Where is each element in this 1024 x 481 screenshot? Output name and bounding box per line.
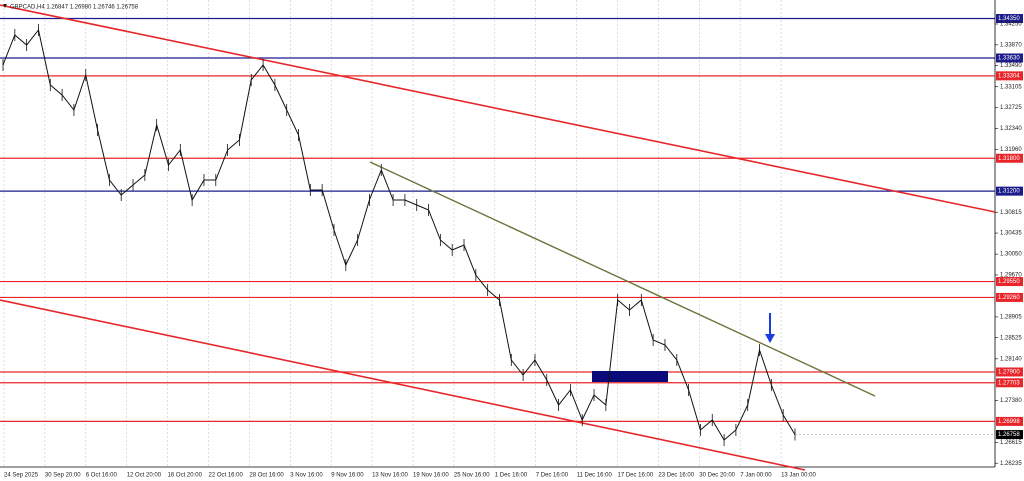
price-tick-label: 1.33870 (1000, 42, 1022, 48)
price-tick-label: 1.34250 (1000, 22, 1022, 28)
upper-channel-line (0, 4, 996, 213)
level-label: 1.31200 (998, 189, 1020, 195)
date-label: 30 Sep 20:00 (45, 473, 81, 479)
price-tick-label: 1.29670 (1000, 273, 1022, 279)
level-label: 1.34350 (998, 16, 1020, 22)
price-line (2, 28, 796, 441)
level-label-box (996, 14, 1023, 24)
level-label: 1.26758 (998, 432, 1020, 438)
date-label: 30 Dec 20:00 (699, 473, 735, 479)
level-label: 1.26998 (998, 419, 1020, 425)
price-tick-label: 1.30435 (1000, 231, 1022, 237)
level-label-box (996, 378, 1023, 388)
price-tick-label: 1.33105 (1000, 84, 1022, 90)
price-tick-label: 1.26235 (1000, 461, 1022, 467)
header-icon (3, 4, 7, 8)
price-tick-label: 1.30050 (1000, 252, 1022, 258)
date-label: 23 Dec 16:00 (658, 473, 694, 479)
price-tick-label: 1.31960 (1000, 147, 1022, 153)
trend-line (369, 161, 876, 397)
level-label: 1.31800 (998, 156, 1020, 162)
level-label: 1.27900 (998, 370, 1020, 376)
date-label: 3 Nov 16:00 (290, 473, 323, 479)
date-label: 11 Dec 16:00 (577, 473, 613, 479)
date-label: 17 Dec 16:00 (618, 473, 654, 479)
date-label: 19 Nov 16:00 (413, 473, 449, 479)
level-label: 1.33630 (998, 56, 1020, 62)
level-label-box (996, 416, 1023, 426)
level-label-box (996, 430, 1023, 440)
symbol-header: GBPCAD,H4 1.26847 1.26980 1.26746 1.2675… (10, 5, 139, 11)
zone-box (592, 371, 668, 382)
price-tick-label: 1.27380 (1000, 398, 1022, 404)
price-tick-label: 1.28905 (1000, 314, 1022, 320)
date-label: 1 Dec 16:00 (495, 473, 528, 479)
date-label: 12 Oct 20:00 (127, 473, 162, 479)
level-label: 1.33304 (998, 73, 1020, 79)
level-label: 1.29260 (998, 295, 1020, 301)
date-label: 16 Oct 20:00 (168, 473, 203, 479)
level-label-box (996, 153, 1023, 163)
date-label: 24 Sep 2025 (4, 473, 39, 479)
arrow-head (765, 334, 775, 343)
level-label-box (996, 53, 1023, 63)
price-tick-label: 1.26615 (1000, 440, 1022, 446)
date-label: 13 Jan 00:00 (781, 473, 816, 479)
date-label: 7 Jan 00:00 (740, 473, 772, 479)
level-label-box (996, 292, 1023, 302)
price-tick-label: 1.30815 (1000, 210, 1022, 216)
levels: 1.34350 1.33630 1.33304 1.31800 1.31200 1.295… (0, 14, 1023, 440)
grid (3, 0, 782, 467)
date-label: 7 Dec 16:00 (536, 473, 569, 479)
date-label: 28 Oct 16:00 (249, 473, 284, 479)
price-tick-label: 1.32340 (1000, 126, 1022, 132)
level-label-box (996, 71, 1023, 81)
price (2, 23, 796, 446)
date-label: 9 Nov 16:00 (331, 473, 364, 479)
level-label: 1.27703 (998, 380, 1020, 386)
date-label: 25 Nov 16:00 (454, 473, 490, 479)
date-label: 6 Oct 16:00 (86, 473, 118, 479)
lower-channel-line (0, 299, 806, 471)
price-tick-label: 1.28525 (1000, 335, 1022, 341)
level-label-box (996, 277, 1023, 287)
level-label: 1.29550 (998, 279, 1020, 285)
price-tick-label: 1.28140 (1000, 356, 1022, 362)
date-label: 22 Oct 16:00 (209, 473, 244, 479)
date-label: 13 Nov 16:00 (372, 473, 408, 479)
price-tick-label: 1.33490 (1000, 63, 1022, 69)
price-tick-label: 1.32725 (1000, 105, 1022, 111)
level-label-box (996, 186, 1023, 196)
level-label-box (996, 367, 1023, 377)
